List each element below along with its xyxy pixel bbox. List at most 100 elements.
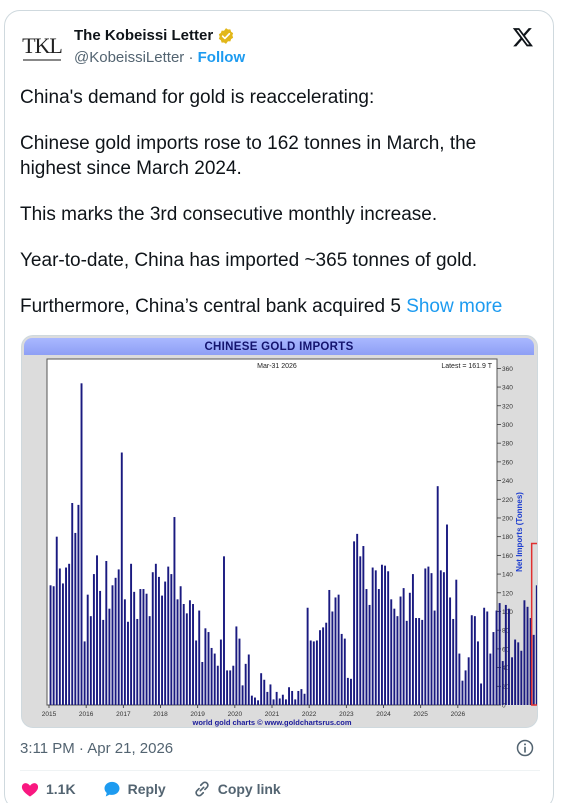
bar	[61, 583, 64, 705]
chart-image[interactable]: 0204060801001201401601802002202402602803…	[21, 335, 538, 728]
bar	[377, 589, 380, 705]
bar	[294, 699, 297, 705]
chart-date-label: Mar-31 2026	[257, 363, 297, 370]
bar	[142, 589, 145, 705]
bar	[446, 524, 448, 705]
bar	[523, 600, 526, 705]
copy-link-button[interactable]: Copy link	[192, 779, 281, 799]
reply-button[interactable]: Reply	[102, 779, 166, 799]
bar	[467, 657, 470, 705]
bar	[114, 577, 117, 705]
bar	[405, 620, 408, 705]
x-logo-icon[interactable]	[512, 26, 534, 48]
bar	[254, 697, 256, 705]
bar	[148, 616, 151, 705]
bar	[198, 610, 201, 705]
tweet-paragraph: China's demand for gold is reacceleratin…	[20, 87, 375, 108]
y-tick-label: 140	[502, 572, 513, 579]
show-more-link[interactable]: Show more	[406, 296, 503, 317]
chart-latest-label: Latest = 161.9 T	[441, 363, 492, 370]
bar	[470, 615, 473, 705]
reply-label: Reply	[127, 781, 166, 797]
x-tick-label: 2015	[42, 711, 57, 718]
bar	[219, 639, 222, 705]
bar	[182, 604, 185, 705]
bar	[489, 653, 492, 705]
author-name[interactable]: The Kobeissi Letter	[74, 27, 214, 44]
bar	[127, 621, 129, 705]
bar	[185, 613, 188, 705]
bar	[145, 593, 148, 705]
bar	[504, 604, 507, 705]
y-tick-label: 220	[502, 497, 513, 504]
bar	[77, 504, 80, 705]
y-tick-label: 120	[502, 590, 513, 597]
y-tick-label: 240	[502, 478, 513, 485]
bar	[535, 585, 537, 705]
bar	[319, 630, 321, 705]
verified-badge-icon	[219, 28, 234, 44]
bar	[461, 680, 464, 705]
like-button[interactable]: 1.1K	[20, 779, 76, 799]
highlight-box	[530, 542, 537, 706]
tweet-body: China's demand for gold is reacceleratin…	[20, 85, 540, 340]
bar	[123, 599, 126, 705]
bar	[514, 639, 517, 705]
bar	[58, 568, 61, 705]
heart-icon	[21, 783, 39, 797]
bar	[380, 564, 383, 705]
avatar[interactable]: TKL	[20, 28, 64, 68]
bar	[532, 634, 535, 705]
author-name-row[interactable]: The Kobeissi Letter	[74, 26, 245, 46]
bar	[477, 641, 479, 705]
bar	[157, 576, 160, 705]
bar	[49, 585, 52, 705]
bar	[96, 555, 98, 705]
bar	[340, 633, 343, 705]
bar	[235, 626, 238, 705]
bar	[495, 610, 498, 705]
bar	[331, 611, 334, 705]
bar	[80, 383, 83, 705]
bar	[507, 608, 510, 705]
bar	[244, 663, 247, 705]
bar	[176, 599, 179, 705]
bar	[433, 610, 436, 705]
info-icon[interactable]	[515, 738, 535, 758]
bar	[272, 699, 275, 705]
bar	[65, 567, 67, 705]
bar	[328, 589, 331, 705]
x-tick-label: 2020	[228, 711, 243, 718]
bar	[325, 622, 328, 705]
bar	[179, 586, 182, 705]
bar	[529, 618, 532, 705]
bar	[309, 640, 312, 705]
x-tick-label: 2017	[116, 711, 131, 718]
bar	[408, 592, 411, 705]
bar	[411, 574, 414, 705]
bar	[399, 596, 402, 705]
x-tick-label: 2024	[376, 711, 391, 718]
bar	[511, 657, 513, 705]
tweet-timestamp[interactable]: 3:11 PM · Apr 21, 2026	[20, 740, 174, 757]
bar	[390, 599, 393, 705]
bar	[365, 589, 368, 705]
bar	[402, 588, 405, 705]
bar	[257, 700, 260, 705]
bar	[120, 452, 123, 705]
bar	[284, 699, 287, 705]
bar	[520, 650, 523, 705]
bar	[356, 533, 359, 705]
bar	[442, 572, 445, 705]
bar	[136, 618, 139, 705]
bar	[139, 589, 142, 705]
tweet-paragraph-truncated: Furthermore, China’s central bank acquir…	[20, 294, 540, 319]
likes-count: 1.1K	[46, 781, 76, 797]
follow-button[interactable]: Follow	[197, 49, 246, 66]
x-tick-label: 2026	[451, 711, 466, 718]
bar	[393, 608, 396, 705]
bar	[498, 603, 501, 705]
bar	[223, 556, 225, 705]
author-handle[interactable]: @KobeissiLetter	[74, 49, 185, 66]
x-tick-label: 2025	[413, 711, 428, 718]
